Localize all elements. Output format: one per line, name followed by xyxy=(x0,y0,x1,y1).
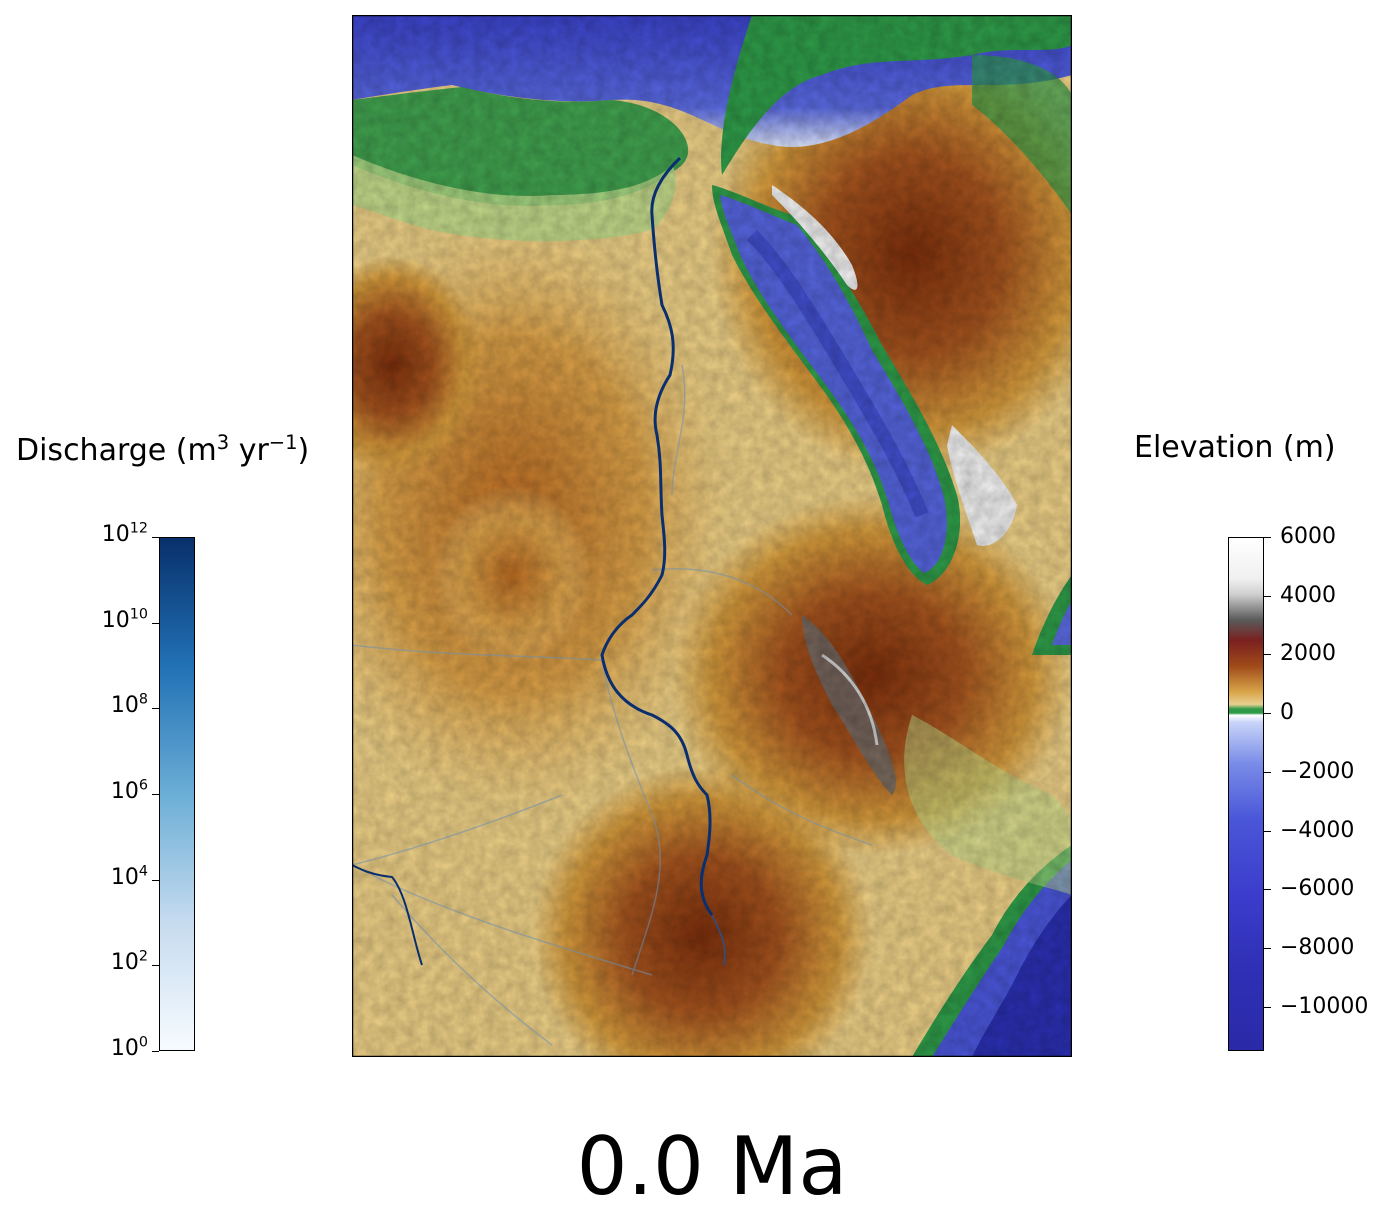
elevation-tick-mark xyxy=(1264,537,1271,538)
elevation-colorbar xyxy=(1228,537,1264,1051)
elevation-tick-label: −8000 xyxy=(1280,935,1355,961)
discharge-colorbar-title: Discharge (m3 yr−1) xyxy=(16,431,310,468)
discharge-colorbar xyxy=(159,537,195,1051)
discharge-tick-label: 100 xyxy=(110,1034,148,1061)
discharge-tick-mark xyxy=(152,537,159,538)
elevation-tick-mark xyxy=(1264,889,1271,891)
discharge-tick-label: 108 xyxy=(110,692,148,719)
discharge-tick-mark xyxy=(152,794,159,795)
elevation-tick-label: −4000 xyxy=(1280,817,1355,843)
elevation-tick-label: 4000 xyxy=(1280,582,1336,608)
elevation-tick-mark xyxy=(1264,771,1271,773)
elevation-tick-label: 6000 xyxy=(1280,524,1336,549)
elevation-tick-label: −6000 xyxy=(1280,876,1355,902)
discharge-tick-mark xyxy=(152,708,159,710)
time-label: 0.0 Ma xyxy=(576,1120,848,1213)
discharge-tick-label: 102 xyxy=(110,949,148,976)
elevation-tick-mark xyxy=(1264,595,1271,597)
discharge-tick-label: 104 xyxy=(110,863,148,890)
elevation-tick-mark xyxy=(1264,830,1271,832)
elevation-tick-label: −2000 xyxy=(1280,758,1355,784)
elevation-colorbar-title: Elevation (m) xyxy=(1134,430,1336,465)
discharge-tick-mark xyxy=(152,965,159,967)
elevation-map xyxy=(352,15,1072,1057)
elevation-tick-label: 2000 xyxy=(1280,641,1336,667)
elevation-tick-mark xyxy=(1264,1006,1271,1008)
discharge-tick-label: 106 xyxy=(110,777,148,804)
discharge-tick-label: 1012 xyxy=(101,520,148,547)
elevation-tick-label: −10000 xyxy=(1280,993,1369,1019)
discharge-tick-mark xyxy=(152,622,159,624)
discharge-tick-mark xyxy=(152,879,159,881)
elevation-tick-mark xyxy=(1264,948,1271,950)
elevation-tick-mark xyxy=(1264,713,1271,715)
elevation-tick-label: 0 xyxy=(1280,700,1294,726)
discharge-tick-label: 1010 xyxy=(101,606,148,633)
discharge-tick-mark xyxy=(152,1051,159,1052)
elevation-tick-mark xyxy=(1264,654,1271,656)
